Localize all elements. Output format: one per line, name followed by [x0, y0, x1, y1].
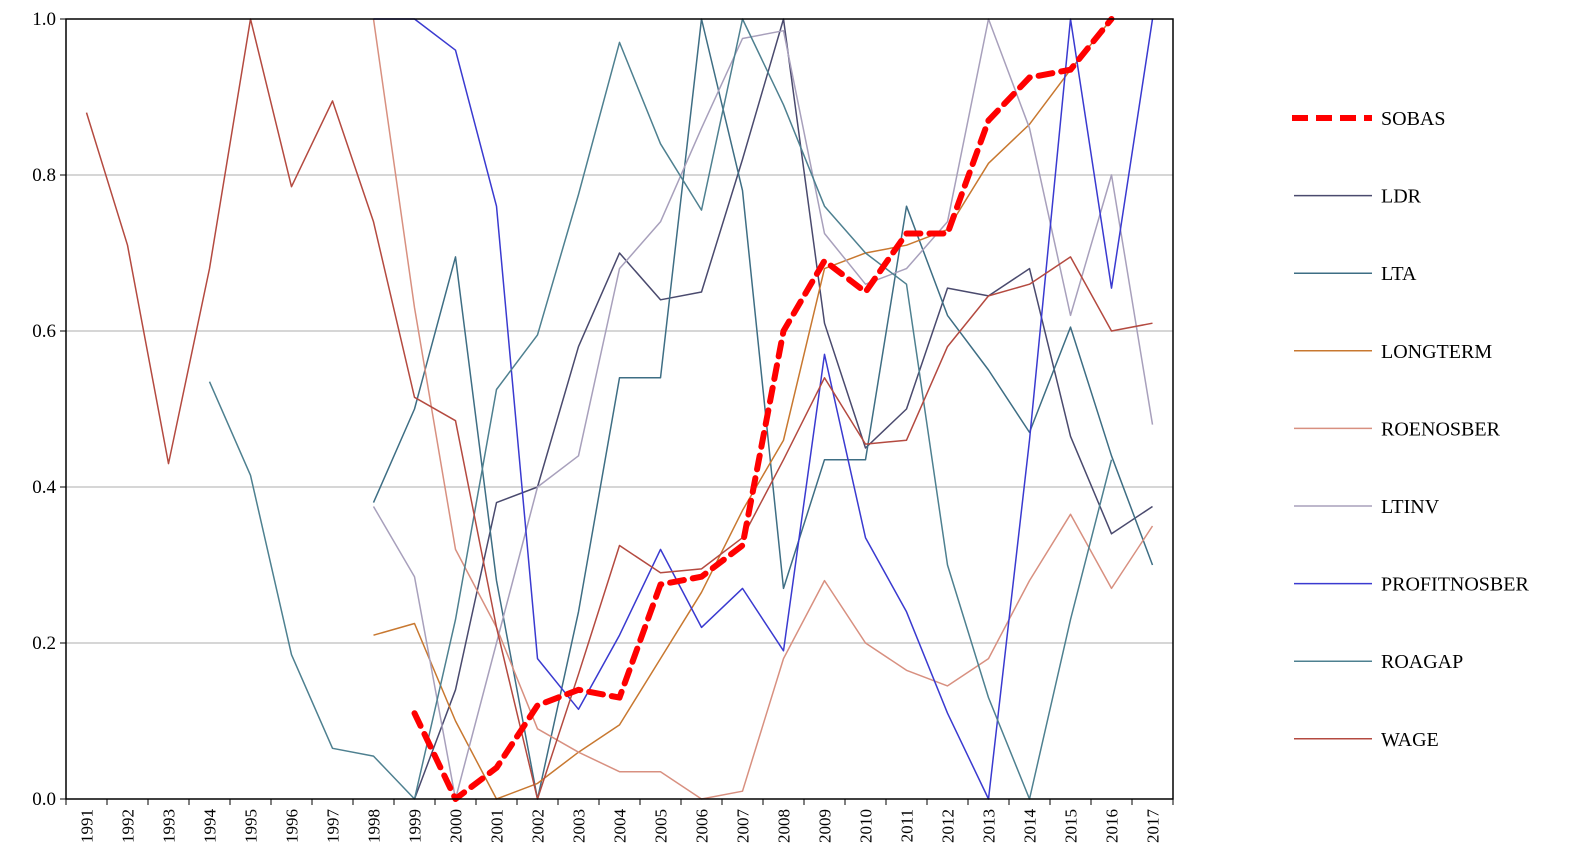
gridlines: [66, 174, 1173, 644]
x-tick-label: 2014: [1021, 809, 1040, 844]
legend-label-roagap: ROAGAP: [1381, 651, 1463, 673]
x-tick-label: 1992: [119, 809, 138, 843]
series-line-lta: [372, 18, 1154, 800]
x-tick-label: 1993: [160, 809, 179, 843]
legend: SOBAS LDR LTA LONGTERM ROENOSBER LTINV PROFITN…: [1292, 108, 1529, 751]
x-tick-label: 2004: [611, 809, 630, 844]
x-tick-label: 1995: [242, 809, 261, 843]
y-tick-label: 1.0: [32, 9, 56, 30]
x-tick-label: 1994: [201, 809, 220, 844]
series-line-sobas: [411, 16, 1115, 802]
x-tick-label: 2005: [652, 809, 671, 843]
x-tick-label: 1991: [78, 809, 97, 843]
y-tick-label: 0.6: [32, 321, 56, 342]
series-line-ltinv: [372, 18, 1154, 800]
legend-label-lta: LTA: [1381, 263, 1417, 285]
series-lines: [85, 16, 1154, 802]
x-tick-label: 2017: [1144, 809, 1163, 844]
legend-label-profitnosber: PROFITNOSBER: [1381, 574, 1529, 596]
x-tick-label: 2003: [570, 809, 589, 843]
plot-frame: [65, 18, 1174, 800]
x-tick-label: 2006: [693, 809, 712, 843]
legend-label-ltinv: LTINV: [1381, 496, 1440, 518]
x-tick-label: 1998: [365, 809, 384, 843]
legend-label-sobas: SOBAS: [1381, 108, 1445, 130]
x-tick-label: 2011: [898, 809, 917, 842]
series-line-profitnosber: [373, 18, 1154, 800]
x-axis-ticks: 1991 1992 1993 1994 1995 1996 1997 1998 1999 2000…: [65, 799, 1174, 844]
series-line-roagap: [208, 18, 1113, 800]
series-line-longterm: [373, 18, 1113, 800]
legend-label-longterm: LONGTERM: [1381, 341, 1492, 363]
y-tick-label: 0.0: [32, 789, 56, 810]
x-tick-label: 2002: [529, 809, 548, 843]
x-tick-label: 2000: [447, 809, 466, 843]
y-tick-label: 0.4: [32, 477, 56, 498]
x-tick-label: 1999: [406, 809, 425, 843]
x-tick-label: 2001: [488, 809, 507, 843]
x-tick-label: 2010: [857, 809, 876, 843]
series-line-wage: [85, 18, 1153, 800]
x-tick-label: 1997: [324, 809, 343, 844]
x-tick-label: 2009: [816, 809, 835, 843]
y-tick-label: 0.2: [32, 633, 56, 654]
x-tick-label: 2016: [1103, 809, 1122, 843]
legend-label-wage: WAGE: [1381, 729, 1439, 751]
legend-label-roenosber: ROENOSBER: [1381, 418, 1501, 440]
legend-label-ldr: LDR: [1381, 186, 1422, 208]
y-tick-label: 0.8: [32, 165, 56, 186]
x-tick-label: 1996: [283, 809, 302, 843]
x-tick-label: 2007: [734, 809, 753, 844]
y-axis-ticks: 0.0 0.2 0.4 0.6 0.8 1.0: [32, 9, 66, 810]
series-line-roenosber: [372, 18, 1154, 800]
x-tick-label: 2015: [1062, 809, 1081, 843]
x-tick-label: 2013: [980, 809, 999, 843]
x-tick-label: 2008: [775, 809, 794, 843]
series-line-ldr: [413, 18, 1153, 800]
x-tick-label: 2012: [939, 809, 958, 843]
